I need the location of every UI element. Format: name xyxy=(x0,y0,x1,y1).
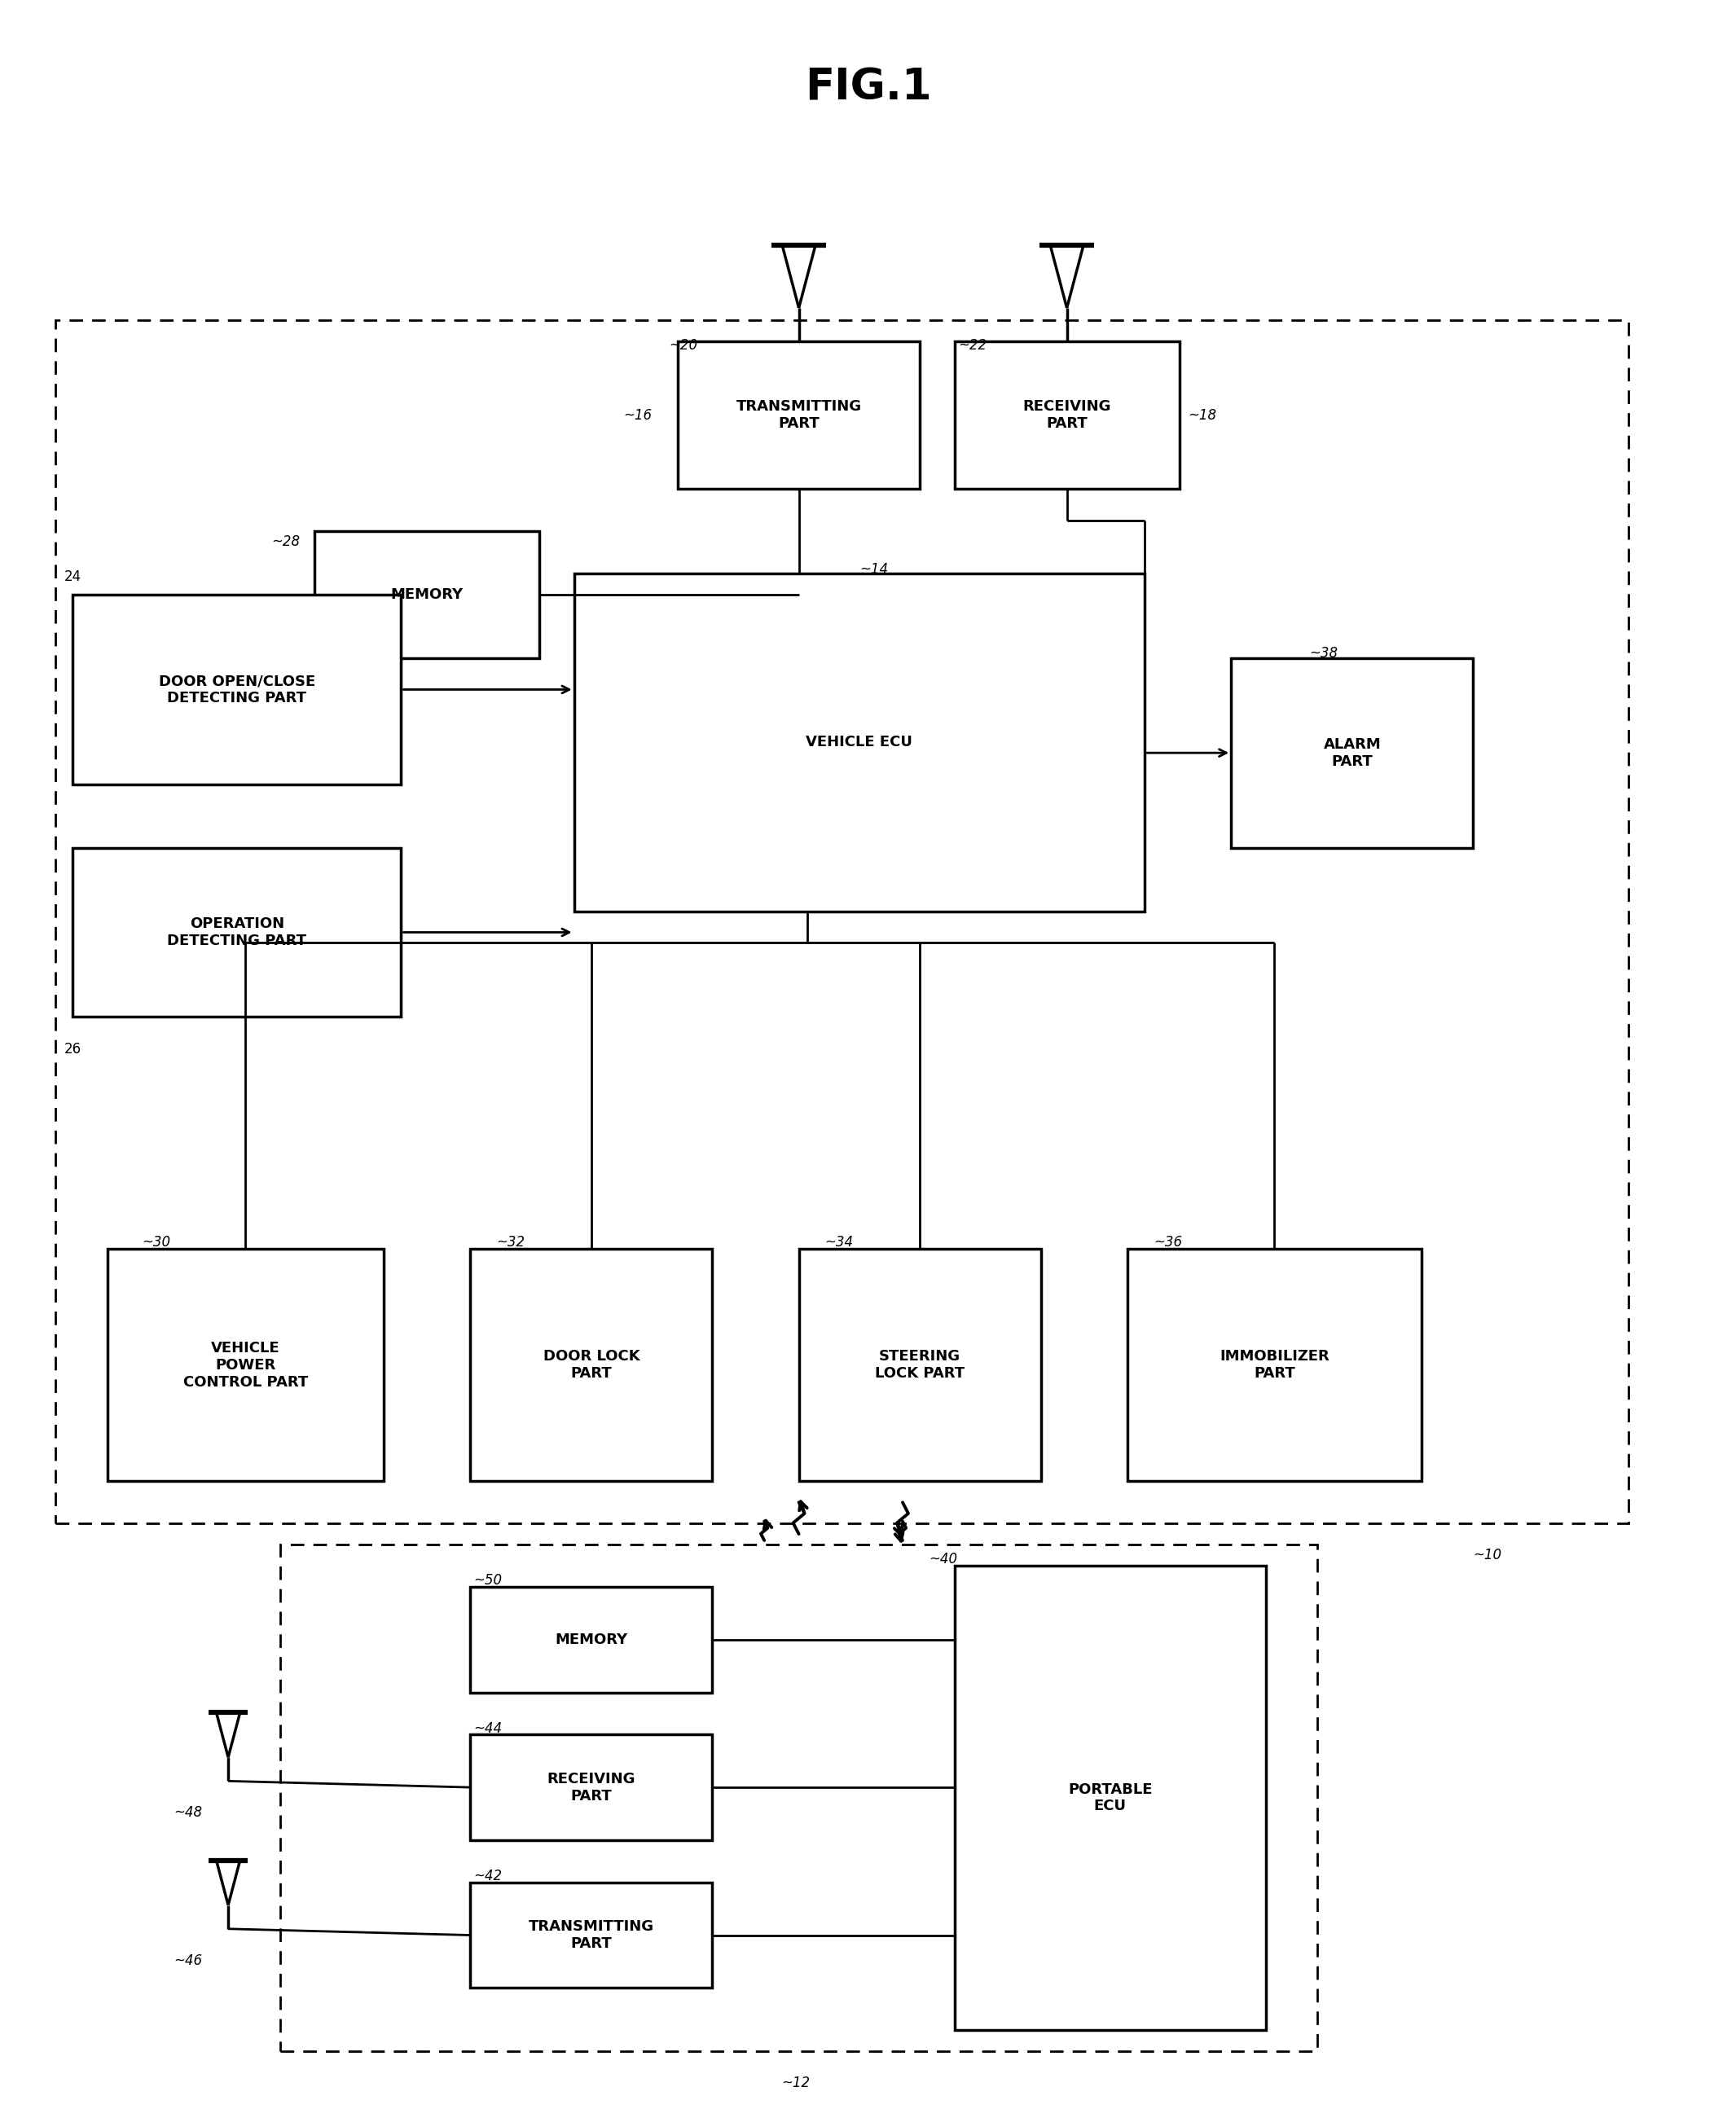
Bar xyxy=(56,320,1628,1523)
Text: ~34: ~34 xyxy=(825,1235,854,1250)
Text: ~30: ~30 xyxy=(142,1235,170,1250)
Bar xyxy=(955,1565,1266,2031)
Bar xyxy=(470,1250,712,1480)
Text: ~42: ~42 xyxy=(474,1868,502,1883)
Bar xyxy=(955,341,1179,489)
Text: STEERING
LOCK PART: STEERING LOCK PART xyxy=(875,1349,965,1381)
Text: TRANSMITTING
PART: TRANSMITTING PART xyxy=(736,400,861,430)
Bar xyxy=(677,341,920,489)
Bar xyxy=(470,1735,712,1841)
Text: ~48: ~48 xyxy=(174,1805,203,1819)
Text: RECEIVING
PART: RECEIVING PART xyxy=(1023,400,1111,430)
Text: MEMORY: MEMORY xyxy=(391,587,464,602)
Text: RECEIVING
PART: RECEIVING PART xyxy=(547,1771,635,1802)
Bar xyxy=(73,847,401,1017)
Text: ALARM
PART: ALARM PART xyxy=(1323,737,1382,769)
Text: ~44: ~44 xyxy=(474,1722,502,1735)
Bar xyxy=(1231,659,1474,847)
Text: ~50: ~50 xyxy=(474,1574,502,1588)
Text: TRANSMITTING
PART: TRANSMITTING PART xyxy=(528,1919,654,1951)
Text: ~12: ~12 xyxy=(781,2076,811,2090)
Text: OPERATION
DETECTING PART: OPERATION DETECTING PART xyxy=(167,917,307,949)
Text: ~46: ~46 xyxy=(174,1953,203,1968)
Text: DOOR LOCK
PART: DOOR LOCK PART xyxy=(543,1349,639,1381)
Bar xyxy=(279,1544,1318,2050)
Bar xyxy=(314,532,540,659)
Text: ~18: ~18 xyxy=(1187,409,1217,421)
Text: ~22: ~22 xyxy=(958,339,986,354)
Text: MEMORY: MEMORY xyxy=(556,1633,628,1648)
Bar xyxy=(575,574,1144,911)
Text: FIG.1: FIG.1 xyxy=(804,68,932,110)
Bar xyxy=(470,1883,712,1989)
Text: ~32: ~32 xyxy=(496,1235,524,1250)
Text: ~14: ~14 xyxy=(859,561,889,576)
Text: ~10: ~10 xyxy=(1474,1548,1502,1563)
Text: ~20: ~20 xyxy=(668,339,698,354)
Text: DOOR OPEN/CLOSE
DETECTING PART: DOOR OPEN/CLOSE DETECTING PART xyxy=(158,674,316,705)
Text: VEHICLE ECU: VEHICLE ECU xyxy=(806,735,913,750)
Text: ~38: ~38 xyxy=(1309,646,1337,661)
Bar xyxy=(1127,1250,1422,1480)
Text: ~36: ~36 xyxy=(1153,1235,1182,1250)
Bar xyxy=(470,1586,712,1692)
Text: VEHICLE
POWER
CONTROL PART: VEHICLE POWER CONTROL PART xyxy=(182,1341,307,1389)
Text: ~40: ~40 xyxy=(929,1552,957,1567)
Bar xyxy=(799,1250,1042,1480)
Text: PORTABLE
ECU: PORTABLE ECU xyxy=(1068,1781,1153,1813)
Bar xyxy=(108,1250,384,1480)
Text: 26: 26 xyxy=(64,1042,82,1057)
Text: IMMOBILIZER
PART: IMMOBILIZER PART xyxy=(1219,1349,1330,1381)
Bar xyxy=(73,595,401,784)
Text: ~16: ~16 xyxy=(623,409,651,421)
Text: 24: 24 xyxy=(64,570,82,585)
Text: ~28: ~28 xyxy=(271,534,300,549)
